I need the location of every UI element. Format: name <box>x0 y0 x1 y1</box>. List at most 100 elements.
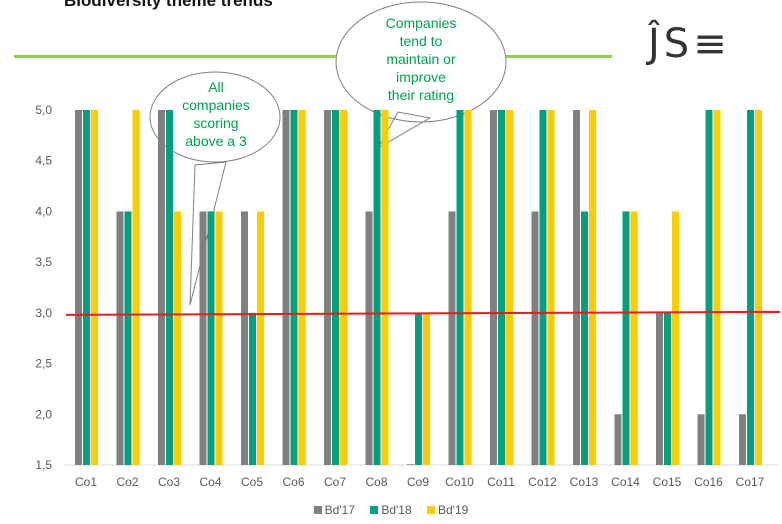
bar-bd17 <box>490 110 497 465</box>
bar-bd18 <box>207 211 215 465</box>
callout-right-line: Companies <box>385 15 457 31</box>
x-tick-label: Co3 <box>158 475 180 489</box>
bar-bd19 <box>589 110 596 465</box>
bar-bd17 <box>448 211 456 465</box>
bar-bd17 <box>656 312 663 465</box>
callout-left-line: All <box>208 79 224 95</box>
bar-bd17 <box>407 464 414 465</box>
y-tick-label: 3,0 <box>35 306 52 320</box>
bar-bd19 <box>506 110 513 465</box>
x-tick-label: Co7 <box>324 475 346 489</box>
bar-bd18 <box>581 211 588 465</box>
legend-item-bd18: Bd'18 <box>370 503 412 517</box>
bar-bd19 <box>423 312 430 465</box>
callout-right: Companies tend to maintain or improve th… <box>352 14 490 104</box>
bar-bd19 <box>174 211 181 465</box>
bar-bd17 <box>573 110 580 465</box>
bar-bd18 <box>249 312 256 465</box>
bar-bd17 <box>739 414 746 465</box>
x-tick-label: Co10 <box>445 475 474 489</box>
bar-bd17 <box>365 211 373 465</box>
legend-item-bd19: Bd'19 <box>427 503 468 517</box>
bar-bd19 <box>91 110 98 465</box>
bar-bd17 <box>116 211 124 465</box>
bar-bd17 <box>697 414 705 465</box>
bar-bd18 <box>83 110 90 465</box>
x-tick-label: Co17 <box>736 475 765 489</box>
x-tick-label: Co9 <box>407 475 429 489</box>
bar-bd19 <box>672 211 679 465</box>
bar-bd17 <box>75 110 82 465</box>
y-tick-label: 2,5 <box>35 357 52 371</box>
x-tick-label: Co4 <box>199 475 221 489</box>
bar-bd18 <box>664 312 671 465</box>
bar-bd19 <box>547 110 555 465</box>
bar-bd18 <box>747 110 754 465</box>
bar-bd17 <box>324 110 331 465</box>
x-tick-label: Co13 <box>570 475 599 489</box>
jse-logo: ĴS≡ <box>648 21 731 67</box>
legend-swatch-bd18 <box>370 506 379 514</box>
bar-bd19 <box>215 211 223 465</box>
reference-line <box>65 310 781 316</box>
x-tick-label: Co12 <box>528 475 557 489</box>
bar-bd18 <box>332 110 339 465</box>
x-tick-label: Co11 <box>487 475 515 489</box>
bar-bd18 <box>415 312 422 465</box>
bar-bd17 <box>199 211 207 465</box>
bar-bd18 <box>124 211 132 465</box>
x-tick-label: Co2 <box>116 475 138 489</box>
x-tick-label: Co5 <box>241 475 263 489</box>
bar-bd19 <box>630 211 638 465</box>
bar-bd17 <box>158 110 165 465</box>
chart-legend: Bd'17 Bd'18 Bd'19 <box>0 503 782 517</box>
y-tick-label: 1,5 <box>35 458 52 472</box>
header-rule <box>14 55 612 58</box>
legend-item-bd17: Bd'17 <box>313 503 355 517</box>
bar-bd19 <box>340 110 347 465</box>
legend-label-bd18: Bd'18 <box>381 503 412 517</box>
bar-bd18 <box>456 110 464 465</box>
bar-bd17 <box>282 110 290 465</box>
bar-bd18 <box>166 110 173 465</box>
chart-title: Biodiversity theme trends <box>64 0 273 10</box>
callout-right-line: tend to <box>399 33 443 49</box>
bar-bd19 <box>132 110 140 465</box>
bar-bd18 <box>539 110 547 465</box>
callout-left-line: scoring <box>193 115 239 131</box>
bar-bd19 <box>464 110 472 465</box>
legend-swatch-bd17 <box>313 506 322 514</box>
y-tick-label: 4,5 <box>35 154 52 168</box>
x-tick-label: Co16 <box>694 475 723 489</box>
bar-bd19 <box>298 110 306 465</box>
legend-swatch-bd19 <box>427 506 435 514</box>
callout-left: All companies scoring above a 3 <box>170 78 262 150</box>
callout-left-line: above a 3 <box>185 133 247 149</box>
bar-bd17 <box>614 414 622 465</box>
legend-label-bd19: Bd'19 <box>438 503 469 517</box>
callout-right-line: improve <box>396 69 446 85</box>
bar-bd19 <box>381 110 389 465</box>
y-tick-label: 5,0 <box>35 103 52 117</box>
callout-left-line: companies <box>182 97 250 113</box>
bar-bd19 <box>755 110 762 465</box>
x-tick-label: Co8 <box>365 475 387 489</box>
legend-label-bd17: Bd'17 <box>324 503 355 517</box>
bar-bd18 <box>373 110 381 465</box>
x-tick-label: Co6 <box>282 475 304 489</box>
bar-bd19 <box>713 110 721 465</box>
callout-right-line: their rating <box>387 87 455 103</box>
y-tick-label: 2,0 <box>35 407 52 421</box>
y-tick-label: 3,5 <box>35 255 52 269</box>
x-tick-label: Co14 <box>611 475 640 489</box>
bar-bd18 <box>705 110 713 465</box>
bar-bd18 <box>498 110 505 465</box>
bar-bd17 <box>531 211 539 465</box>
y-tick-label: 4,0 <box>35 204 52 218</box>
callout-right-line: maintain or <box>386 51 456 67</box>
bar-bd19 <box>257 211 264 465</box>
bar-bd18 <box>622 211 630 465</box>
bar-bd17 <box>241 211 248 465</box>
x-tick-label: Co1 <box>75 475 97 489</box>
